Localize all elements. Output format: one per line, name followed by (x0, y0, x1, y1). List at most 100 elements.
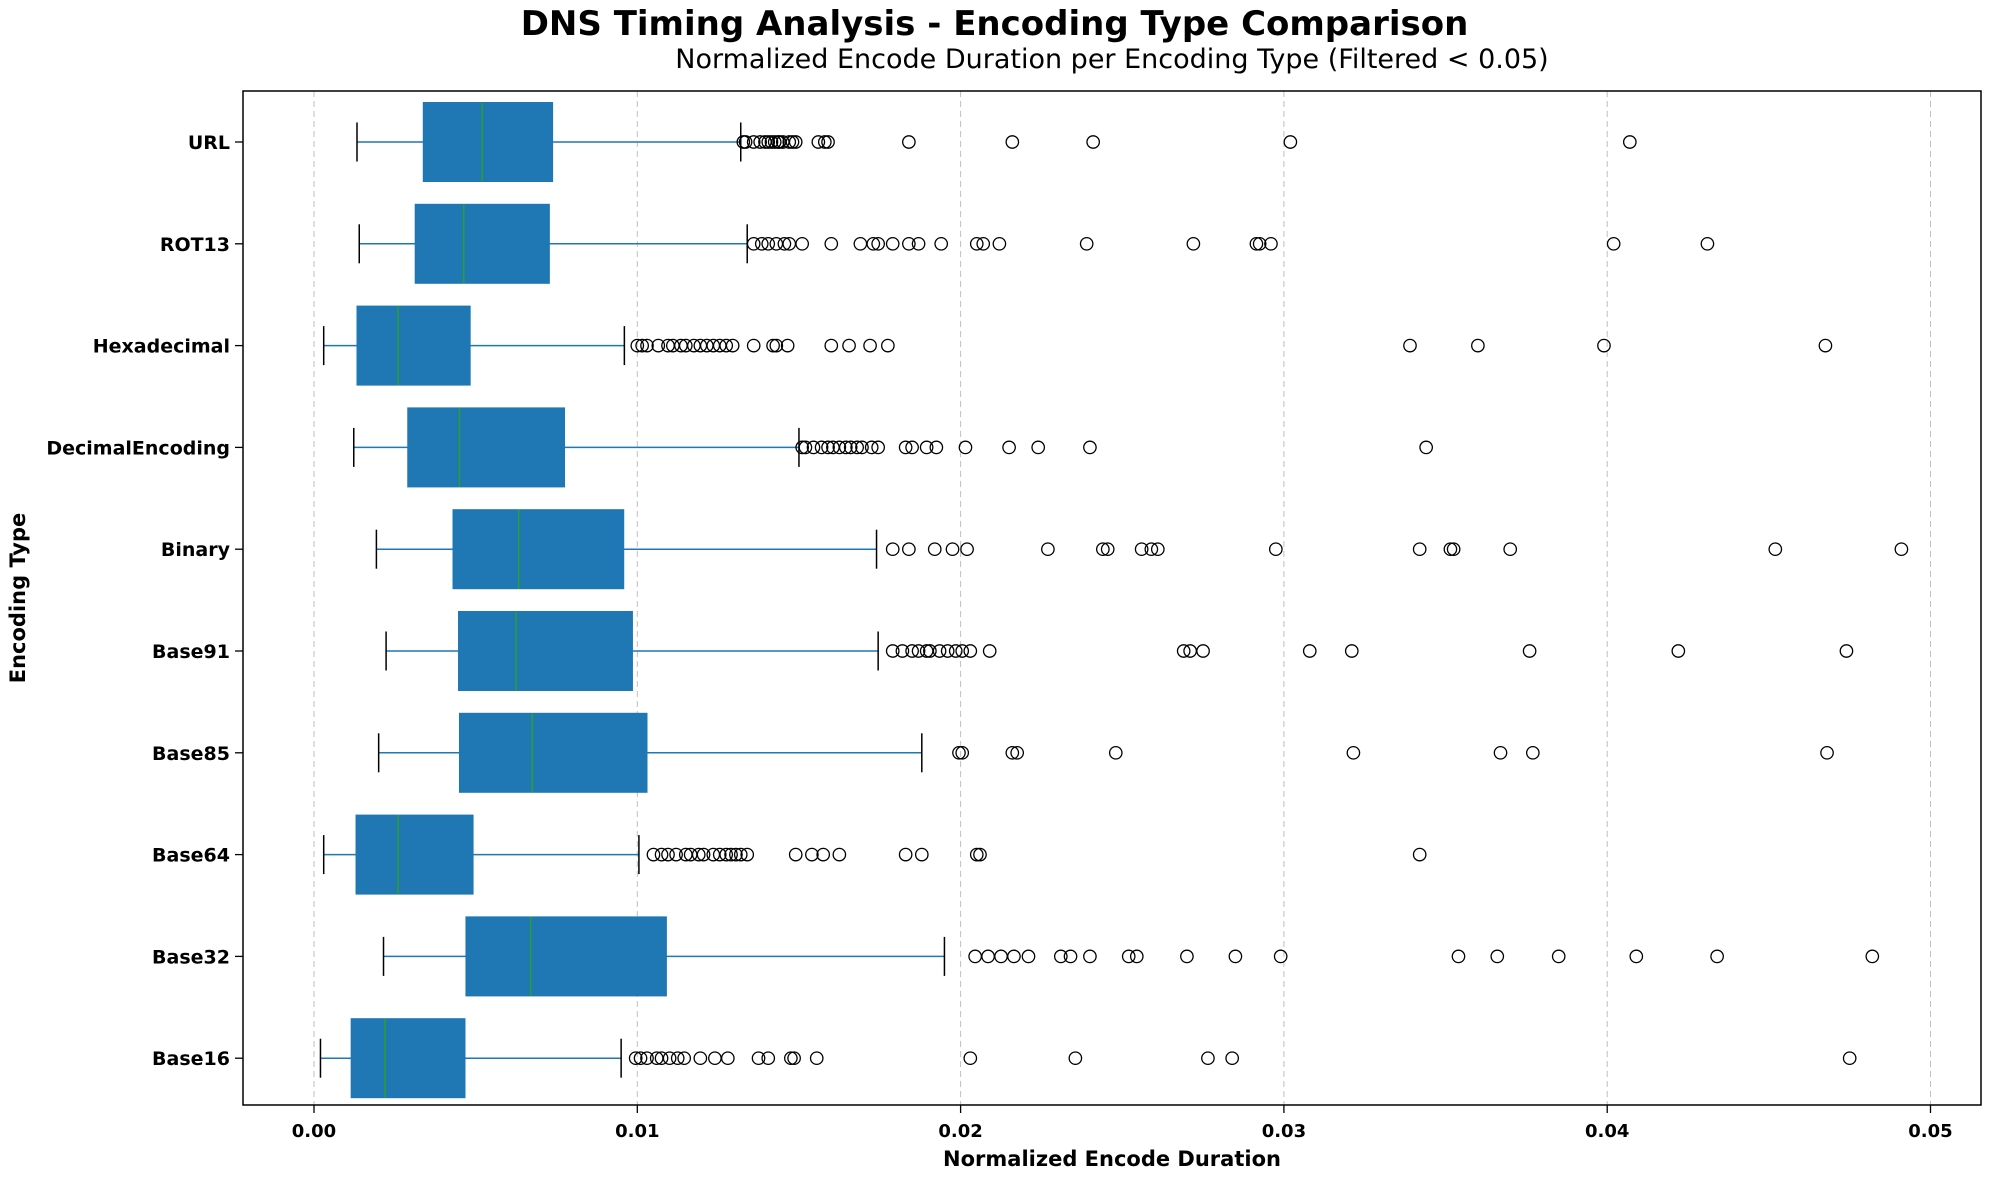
outlier-point (1086, 135, 1101, 149)
outlier-point (982, 644, 997, 658)
outlier-point (1839, 644, 1854, 658)
outlier-point (1186, 236, 1201, 251)
outlier-point (1108, 745, 1123, 760)
outlier-point (769, 338, 784, 353)
outlier-point (824, 338, 839, 353)
outlier-point (761, 135, 776, 149)
outlier-point (754, 236, 769, 251)
outlier-point (824, 236, 839, 251)
outlier-point (960, 542, 974, 557)
outlier-point (719, 338, 734, 353)
outlier-point (1710, 949, 1724, 964)
outlier-point (1302, 644, 1317, 658)
y-tick-label: Base91 (152, 641, 230, 663)
outlier-point (1252, 236, 1267, 251)
box-group-hexadecimal (322, 305, 1833, 386)
outlier-point (817, 135, 832, 149)
outlier-point (932, 644, 947, 658)
outlier-point (885, 644, 900, 658)
outlier-point (902, 135, 916, 149)
x-tick-label: 0.00 (292, 1121, 336, 1142)
outlier-point (994, 949, 1008, 964)
outlier-point (654, 1051, 669, 1066)
outlier-point (821, 440, 835, 455)
outlier-point (719, 847, 734, 862)
outlier-point (788, 135, 803, 149)
outlier-point (895, 644, 910, 658)
outlier-point (785, 135, 800, 149)
outlier-point (866, 236, 881, 251)
outlier-point (955, 644, 970, 658)
iqr-box (407, 407, 566, 488)
outlier-point (871, 236, 886, 251)
figure-suptitle: DNS Timing Analysis - Encoding Type Comp… (520, 4, 1469, 44)
outlier-point (969, 236, 984, 251)
outlier-point (919, 644, 934, 658)
outlier-point (1403, 338, 1417, 353)
iqr-box (356, 305, 471, 386)
outlier-point (693, 1051, 708, 1066)
x-axis-ticks: 0.00 0.01 0.02 0.03 0.04 0.05 (292, 1105, 1953, 1142)
outlier-point (1005, 745, 1020, 760)
outlier-point (1228, 949, 1243, 964)
outlier-point (720, 1051, 735, 1066)
outlier-point (1196, 644, 1210, 658)
outlier-point (1079, 236, 1094, 251)
outlier-point (871, 440, 886, 455)
outlier-point (1002, 440, 1016, 455)
outlier-point (788, 847, 803, 862)
outlier-point (646, 847, 661, 862)
outlier-point (1096, 542, 1110, 557)
outlier-point (1041, 542, 1055, 557)
box-group-base16 (319, 1018, 1857, 1099)
outlier-point (850, 440, 864, 455)
outlier-point (976, 236, 991, 251)
outlier-point (740, 847, 755, 862)
iqr-box (465, 916, 667, 997)
outlier-point (1068, 1051, 1083, 1066)
outlier-point (911, 644, 926, 658)
outlier-point (958, 440, 973, 455)
outlier-point (766, 338, 780, 353)
box-group-base64 (322, 814, 1427, 895)
box-group-binary (375, 509, 1909, 590)
outlier-point (670, 1051, 685, 1066)
iqr-box (350, 1018, 466, 1099)
outlier-point (661, 847, 675, 862)
outlier-point (751, 1051, 766, 1066)
iqr-box (414, 203, 550, 284)
outlier-point (787, 1051, 801, 1066)
outlier-point (1121, 949, 1136, 964)
outlier-point (940, 644, 955, 658)
iqr-box (458, 712, 648, 793)
outlier-point (898, 440, 913, 455)
outlier-point (1503, 542, 1518, 557)
outlier-point (885, 236, 900, 251)
x-tick-label: 0.04 (1585, 1121, 1629, 1142)
outlier-point (929, 440, 944, 455)
outlier-point (628, 1051, 643, 1066)
outlier-point (1249, 236, 1264, 251)
box-series (319, 102, 1909, 1099)
outlier-point (767, 135, 782, 149)
outlier-point (1629, 949, 1644, 964)
outlier-point (662, 1051, 677, 1066)
outlier-point (842, 338, 856, 353)
outlier-point (1842, 1051, 1857, 1066)
outlier-point (1144, 542, 1159, 557)
outlier-point (1031, 440, 1046, 455)
y-tick-label: Base64 (152, 845, 230, 867)
outlier-point (905, 440, 919, 455)
outlier-point (764, 135, 779, 149)
chart-title: Normalized Encode Duration per Encoding … (675, 44, 1549, 75)
outlier-point (795, 236, 810, 251)
outlier-point (838, 440, 853, 455)
outlier-point (816, 847, 831, 862)
iqr-box (422, 102, 554, 182)
outlier-point (795, 440, 810, 455)
outlier-point (1150, 542, 1165, 557)
y-tick-label: ROT13 (160, 234, 230, 256)
outlier-point (746, 236, 761, 251)
outlier-point (1007, 949, 1021, 964)
outlier-point (761, 236, 776, 251)
